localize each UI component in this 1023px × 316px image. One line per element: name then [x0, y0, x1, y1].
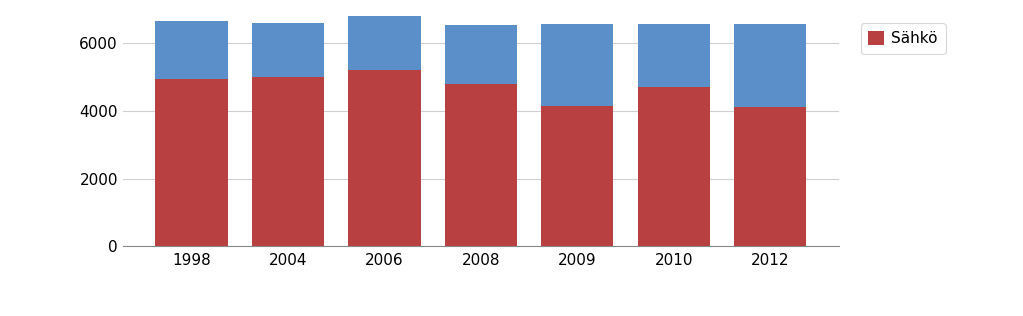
Bar — [252, 77, 324, 246]
Bar — [252, 22, 324, 77]
Bar — [155, 79, 228, 246]
Legend: Sähkö: Sähkö — [860, 23, 945, 54]
Bar — [637, 87, 710, 246]
Bar — [155, 21, 228, 79]
Bar — [733, 24, 806, 107]
Bar — [445, 84, 517, 246]
Bar — [733, 107, 806, 246]
Bar — [637, 24, 710, 87]
Bar — [541, 106, 614, 246]
Bar — [348, 70, 420, 246]
Bar — [348, 16, 420, 70]
Bar — [445, 25, 517, 84]
Bar — [541, 24, 614, 106]
